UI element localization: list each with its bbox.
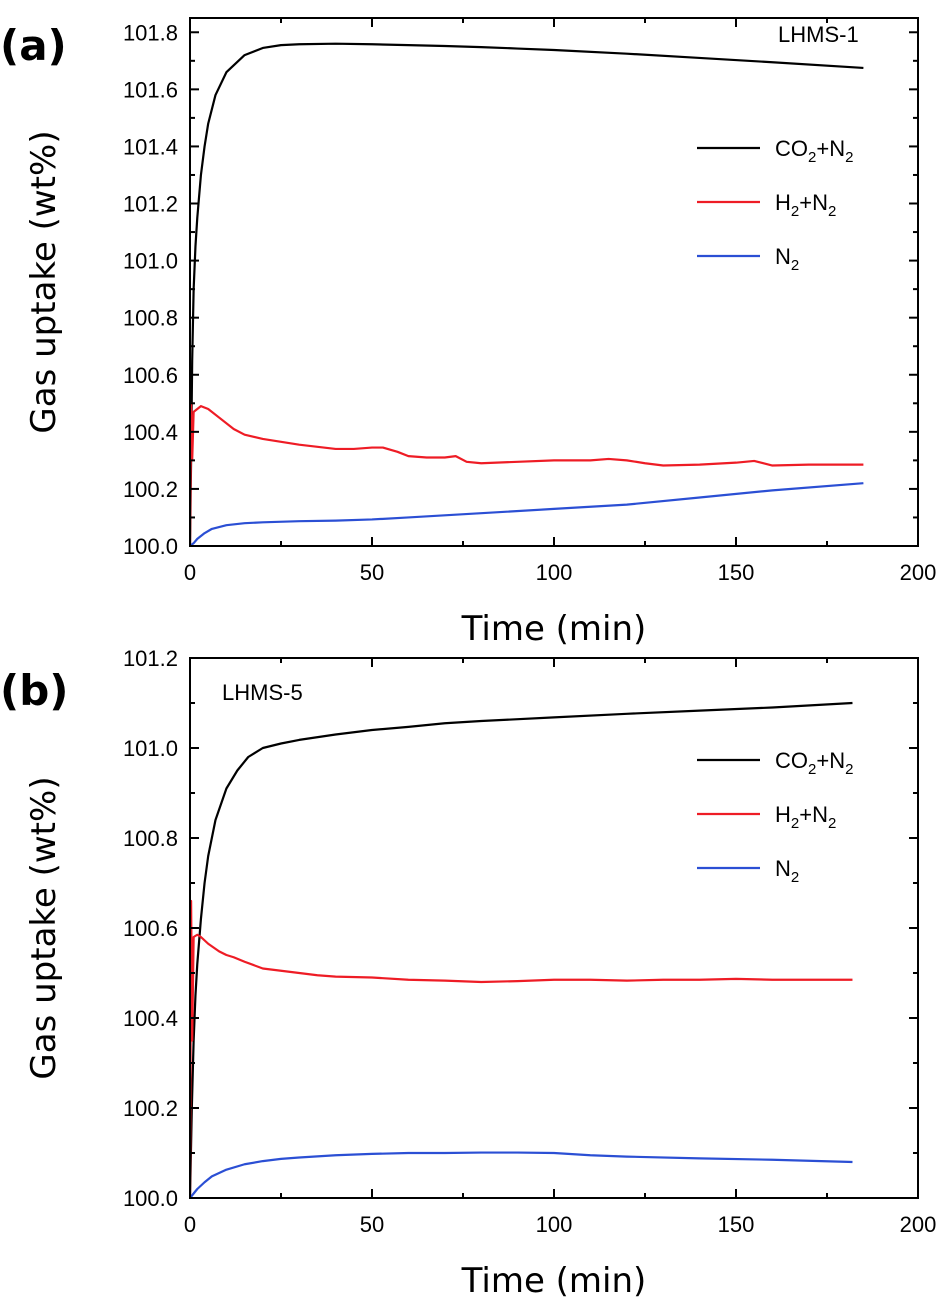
x-tick-label: 200 [900,560,937,585]
y-tick-label: 100.0 [123,534,178,559]
y-tick-label: 100.4 [123,1006,178,1031]
legend-label: CO2+N2 [775,136,853,166]
y-tick-label: 100.8 [123,306,178,331]
x-tick-label: 0 [184,560,196,585]
series-line-2 [190,482,864,546]
x-tick-label: 50 [360,1212,384,1237]
x-tick-label: 150 [718,560,755,585]
series-line-1 [190,899,853,1198]
y-tick-label: 101.4 [123,134,178,159]
legend-label: N2 [775,856,799,886]
y-tick-label: 101.2 [123,646,178,671]
series-line-2 [190,1151,853,1198]
x-tick-label: 150 [718,1212,755,1237]
y-tick-label: 101.0 [123,736,178,761]
y-tick-label: 101.0 [123,249,178,274]
series-line-1 [190,402,864,546]
x-tick-label: 0 [184,1212,196,1237]
panel-letter: (b) [0,666,68,715]
chart-panel-a: 0 50 100 150 200 100.0 100.2 100.4 100.6 100.8 101… [0,17,937,649]
y-tick-label: 100.6 [123,916,178,941]
series-line-0 [190,42,864,546]
legend-label: H2+N2 [775,190,836,220]
legend-label: CO2+N2 [775,748,853,778]
sample-label: LHMS-1 [778,22,859,47]
y-axis-title: Gas uptake (wt%) [24,130,64,433]
x-tick-label: 100 [536,1212,573,1237]
y-tick-label: 100.8 [123,826,178,851]
x-tick-label: 50 [360,560,384,585]
y-tick-label: 101.2 [123,192,178,217]
y-tick-label: 100.6 [123,363,178,388]
y-tick-label: 100.2 [123,477,178,502]
x-axis-title: Time (min) [461,1261,647,1301]
chart-panel-b: 0 50 100 150 200 100.0 100.2 100.4 100.6 100.8 101… [0,646,936,1301]
series-line-0 [190,701,853,1198]
x-axis-title: Time (min) [461,609,647,649]
x-tick-label: 100 [536,560,573,585]
y-tick-label: 100.0 [123,1186,178,1211]
y-tick-label: 101.6 [123,77,178,102]
panel-letter: (a) [0,21,67,70]
plot-frame [189,17,919,547]
legend: CO2+N2 H2+N2 N2 [697,748,853,886]
legend-label: H2+N2 [775,802,836,832]
legend-label: N2 [775,244,799,274]
sample-label: LHMS-5 [222,680,303,705]
legend: CO2+N2 H2+N2 N2 [697,136,853,274]
y-axis-title: Gas uptake (wt%) [24,776,64,1079]
y-tick-label: 101.8 [123,20,178,45]
y-tick-label: 100.4 [123,420,178,445]
x-tick-label: 200 [900,1212,937,1237]
y-tick-label: 100.2 [123,1096,178,1121]
